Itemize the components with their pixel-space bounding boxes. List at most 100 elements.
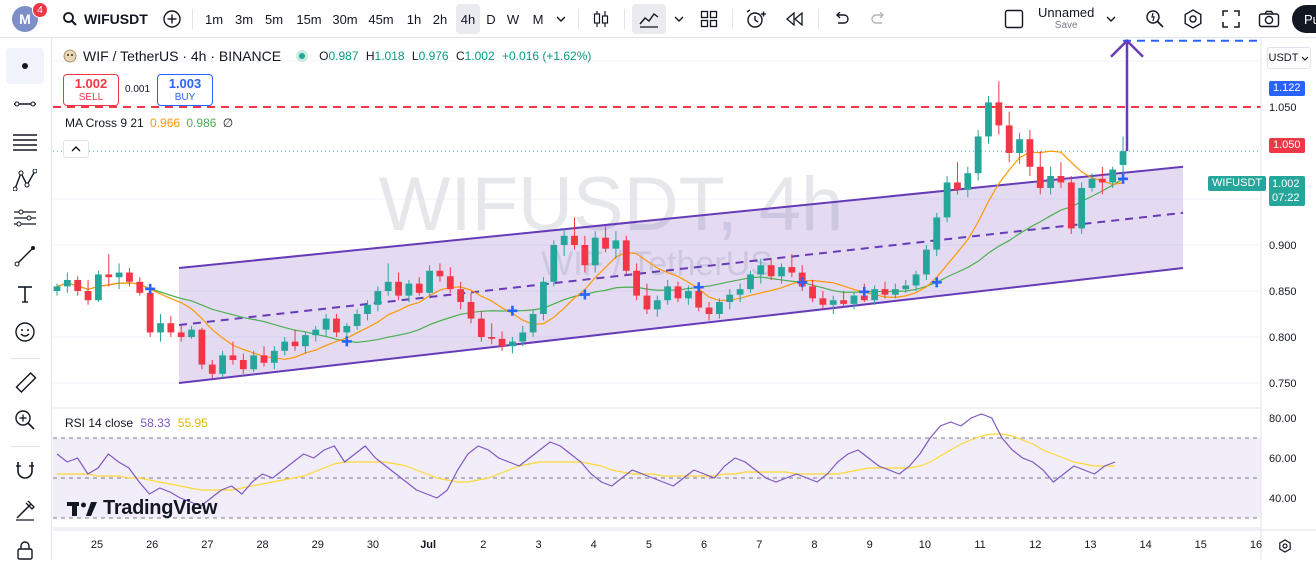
- currency-select[interactable]: USDT: [1267, 47, 1311, 69]
- grid-icon: [700, 10, 718, 28]
- publish-button[interactable]: Pu: [1292, 5, 1316, 33]
- ma-cross-lines: [56, 150, 1124, 360]
- drawing-toolbar: [0, 38, 52, 560]
- candles: [53, 81, 1127, 379]
- candle-body: [157, 323, 164, 333]
- candle-body: [695, 291, 703, 308]
- time-tick-label: 4: [591, 539, 597, 551]
- candle-body: [426, 270, 433, 293]
- candle-body: [219, 355, 226, 374]
- layout-select[interactable]: Unnamed Save: [1000, 0, 1128, 38]
- interval-1h[interactable]: 1h: [406, 11, 422, 27]
- intervals-dropdown[interactable]: [552, 0, 570, 38]
- candle-body: [53, 286, 61, 291]
- ma-slow-line: [56, 178, 1124, 343]
- interval-2h[interactable]: 2h: [432, 11, 448, 27]
- candle-body: [260, 355, 268, 363]
- chart-settings-button[interactable]: [1273, 536, 1297, 556]
- fullscreen-button[interactable]: [1216, 0, 1246, 38]
- change-value: +0.016 (+1.62%): [502, 49, 592, 63]
- text-tool[interactable]: [6, 276, 44, 312]
- interval-30m[interactable]: 30m: [332, 11, 358, 27]
- watermark-sub: WIF / TetherUS: [541, 245, 773, 283]
- zoom-tool[interactable]: [6, 402, 44, 438]
- candles-icon: [593, 11, 609, 27]
- time-tick-label: 3: [535, 539, 541, 551]
- rsi-tick-label: 60.00: [1269, 453, 1297, 465]
- interval-5m[interactable]: 5m: [264, 11, 284, 27]
- candle-body: [519, 332, 527, 342]
- settings-button[interactable]: [1178, 0, 1208, 38]
- price-tick-label: 0.850: [1269, 286, 1297, 298]
- candle-body: [747, 274, 754, 290]
- divider: [192, 9, 193, 29]
- candle-body: [1016, 139, 1023, 153]
- buy-button[interactable]: 1.003 BUY: [157, 74, 213, 106]
- candle-body: [415, 283, 423, 293]
- quick-search-button[interactable]: [1140, 0, 1170, 38]
- interval-D[interactable]: D: [486, 11, 496, 27]
- chevron-down-icon: [1302, 56, 1309, 61]
- candle-body: [974, 136, 982, 174]
- candle-body: [457, 289, 465, 303]
- replay-button[interactable]: [780, 0, 810, 38]
- undo-button[interactable]: [826, 0, 856, 38]
- stay-drawing-tool[interactable]: [6, 492, 44, 528]
- cursor-tool[interactable]: [6, 48, 44, 84]
- tradingview-branding[interactable]: TradingView: [67, 497, 217, 520]
- magnet-tool[interactable]: [6, 452, 44, 488]
- trend-line-tool[interactable]: [6, 86, 44, 122]
- interval-W[interactable]: W: [506, 11, 520, 27]
- chart-pane[interactable]: WIFUSDT, 4h WIF / TetherUS 1.1001.0500.9…: [53, 38, 1316, 560]
- measure-tool[interactable]: [6, 364, 44, 400]
- parallel-channel[interactable]: [178, 165, 1184, 384]
- compare-add-button[interactable]: [158, 0, 186, 38]
- time-tick-label: 6: [701, 539, 707, 551]
- fib-tool[interactable]: [6, 124, 44, 160]
- sell-button[interactable]: 1.002 SELL: [63, 74, 119, 106]
- magnet-icon: [16, 462, 34, 479]
- brush-tool[interactable]: [6, 238, 44, 274]
- chart-type-button[interactable]: [586, 0, 616, 38]
- emoji-tool[interactable]: [6, 314, 44, 350]
- resistance-price-label: 1.050: [1269, 138, 1305, 153]
- candle-body: [384, 281, 392, 291]
- chevron-down-icon: [1106, 16, 1116, 22]
- symbol-search[interactable]: WIFUSDT: [58, 0, 150, 38]
- interval-3m[interactable]: 3m: [234, 11, 254, 27]
- forecast-tool[interactable]: [6, 200, 44, 236]
- time-tick-label: 28: [256, 539, 268, 551]
- alarm-clock-icon: [746, 9, 766, 28]
- rsi-legend[interactable]: RSI 14 close 58.33 55.95: [65, 416, 208, 430]
- lock-drawings-tool[interactable]: [6, 532, 44, 568]
- interval-45m[interactable]: 45m: [368, 11, 394, 27]
- target-arrow-head: [1110, 38, 1144, 58]
- chart-canvas[interactable]: WIFUSDT, 4h WIF / TetherUS 1.1001.0500.9…: [53, 38, 1316, 560]
- chevron-up-icon: [71, 146, 81, 152]
- indicators-dropdown[interactable]: [670, 0, 688, 38]
- snapshot-button[interactable]: [1254, 0, 1284, 38]
- redo-button[interactable]: [864, 0, 894, 38]
- interval-1m[interactable]: 1m: [204, 11, 224, 27]
- candle-body: [788, 267, 796, 273]
- candle-body: [477, 318, 485, 337]
- low-label: L: [411, 49, 419, 63]
- interval-4h[interactable]: 4h: [456, 4, 480, 34]
- ma-label: MA Cross 9 21: [65, 116, 144, 130]
- collapse-legend-button[interactable]: [63, 140, 89, 158]
- publish-label: Pu: [1304, 11, 1316, 27]
- interval-15m[interactable]: 15m: [296, 11, 322, 27]
- target-arrow[interactable]: [1110, 38, 1144, 152]
- time-tick-label: 8: [811, 539, 817, 551]
- symbol-title[interactable]: WIF / TetherUS · 4h · BINANCE: [83, 48, 282, 64]
- ma-legend[interactable]: MA Cross 9 21 0.966 0.986 ∅: [65, 116, 233, 130]
- pattern-tool[interactable]: [6, 162, 44, 198]
- level-lines[interactable]: [53, 39, 1261, 152]
- layouts-button[interactable]: [694, 0, 724, 38]
- indicators-button[interactable]: [632, 4, 666, 34]
- interval-M[interactable]: M: [532, 11, 544, 27]
- candle-body: [529, 314, 537, 333]
- candle-body: [602, 237, 609, 249]
- candle-body: [716, 302, 723, 314]
- alert-button[interactable]: [740, 0, 772, 38]
